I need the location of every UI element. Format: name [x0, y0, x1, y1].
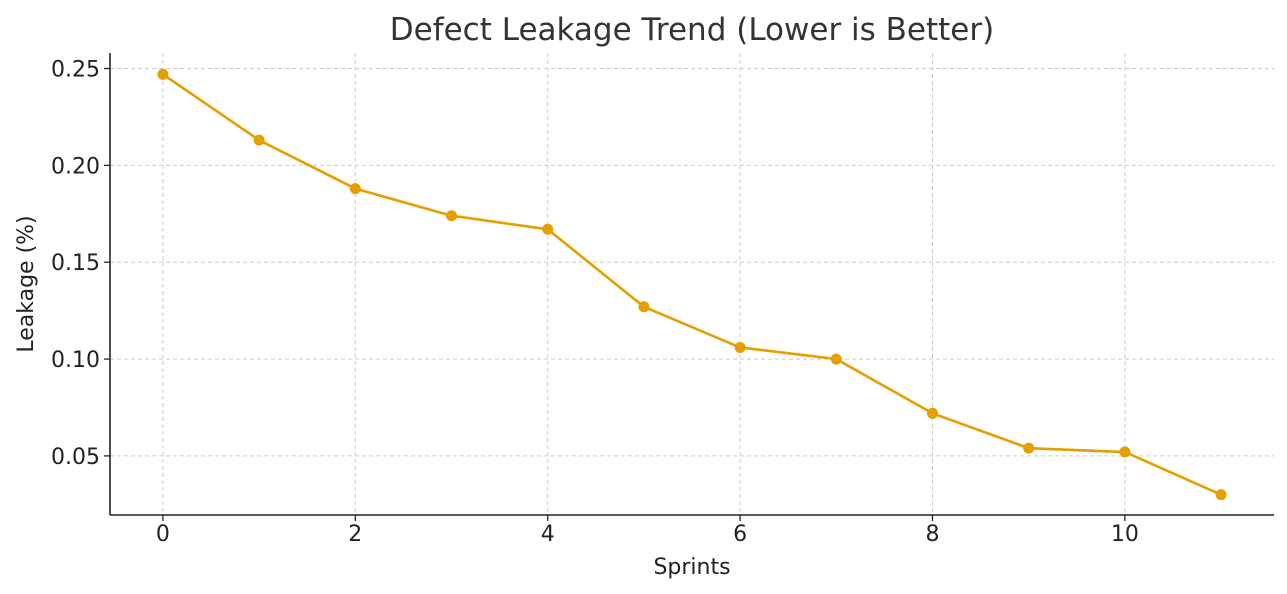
x-tick-label: 2: [348, 522, 362, 547]
series-layer: [157, 68, 1227, 501]
x-tick-label: 0: [156, 522, 170, 547]
y-axis-label: Leakage (%): [14, 215, 39, 352]
x-tick-label: 6: [733, 522, 747, 547]
data-point: [734, 341, 746, 353]
data-point: [157, 68, 169, 80]
data-point: [830, 353, 842, 365]
data-point: [349, 183, 361, 195]
y-tick-label: 0.05: [51, 445, 100, 470]
y-tick-label: 0.25: [51, 57, 100, 82]
y-tick-label: 0.20: [51, 154, 100, 179]
series-line: [162, 73, 1222, 496]
y-tick-label: 0.10: [51, 348, 100, 373]
data-point: [253, 134, 265, 146]
y-tick-label: 0.15: [51, 251, 100, 276]
data-point: [446, 210, 458, 222]
data-point: [926, 407, 938, 419]
chart-title: Defect Leakage Trend (Lower is Better): [390, 12, 994, 48]
data-point: [638, 301, 650, 313]
ticks: 0 2 4 6 8 10 0.05 0.10 0.15 0.20 0.25: [51, 57, 1139, 547]
x-tick-label: 8: [925, 522, 939, 547]
data-point: [1119, 446, 1131, 458]
data-point: [1023, 442, 1035, 454]
x-tick-label: 4: [541, 522, 555, 547]
x-axis-label: Sprints: [653, 555, 730, 580]
grid: [110, 53, 1274, 515]
data-point: [1215, 489, 1227, 501]
axes: [109, 53, 1274, 516]
data-point: [542, 223, 554, 235]
x-tick-label: 10: [1111, 522, 1139, 547]
